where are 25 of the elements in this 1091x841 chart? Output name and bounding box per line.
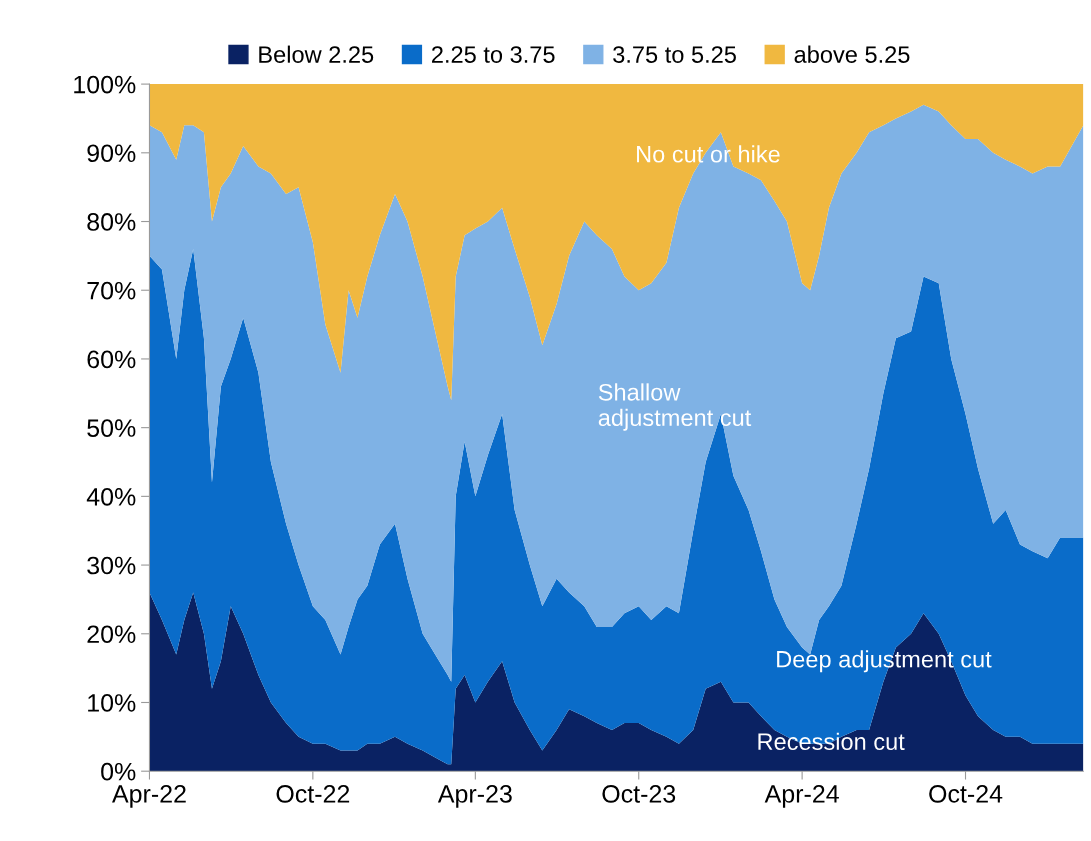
y-tick-label: 30% — [87, 556, 136, 575]
annotation: Deep adjustment cut — [777, 650, 992, 673]
annotation: Recession cut — [758, 732, 905, 751]
x-tick-label: Oct-24 — [929, 785, 1003, 803]
y-tick-label: 20% — [87, 625, 136, 644]
x-tick-label: Oct-23 — [602, 785, 676, 803]
x-tick-label: Apr-24 — [764, 785, 839, 808]
x-tick-label: Oct-22 — [276, 785, 350, 803]
y-tick-label: 0% — [101, 762, 136, 781]
legend-label: above 5.25 — [794, 45, 910, 63]
y-tick-label: 70% — [87, 281, 136, 300]
y-tick-label: 100% — [74, 75, 136, 94]
annotation: Shallow adjustment cut — [598, 383, 752, 431]
x-tick-label: Apr-23 — [437, 785, 512, 808]
y-tick-label: 90% — [87, 144, 136, 163]
legend-label: 3.75 to 5.25 — [613, 46, 736, 63]
legend-label: 2.25 to 3.75 — [432, 46, 555, 63]
annotation: No cut or hike — [637, 145, 780, 163]
legend-label: Below 2.25 — [259, 45, 374, 63]
y-tick-label: 60% — [87, 350, 136, 369]
y-tick-label: 10% — [88, 694, 136, 712]
x-tick-label: Apr-22 — [112, 785, 186, 808]
y-tick-label: 40% — [86, 487, 136, 506]
y-tick-label: 80% — [87, 213, 136, 231]
y-tick-label: 50% — [87, 419, 136, 437]
